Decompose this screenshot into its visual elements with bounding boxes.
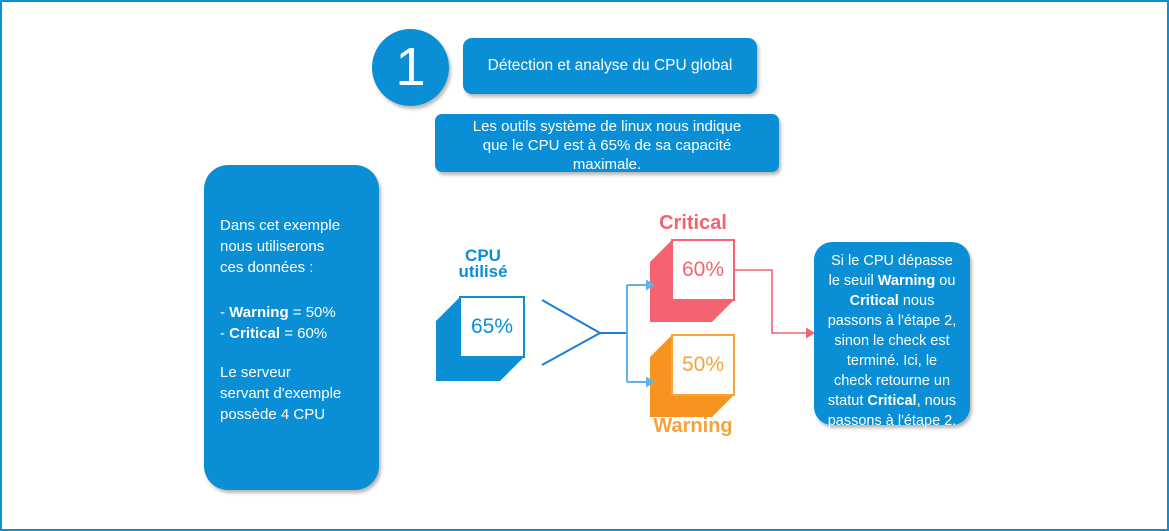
warning-threshold-line: - Warning = 50% <box>220 304 336 321</box>
step-title-box: Détection et analyse du CPU global <box>463 38 757 94</box>
arrow-head-conclusion-icon <box>806 327 815 339</box>
conclusion-box: Si le CPU dépasse le seuil Warning ou Cr… <box>814 242 970 429</box>
info-box: Les outils système de linux nous indique… <box>435 114 779 173</box>
warning-node-label: Warning <box>653 415 733 437</box>
conclusion-line: check retourne un <box>833 373 951 389</box>
conclusion-line: Critical nous <box>849 293 935 309</box>
warning-shape-front <box>671 334 735 396</box>
conclusion-line: Si le CPU dépasse <box>831 253 953 269</box>
conclusion-line: sinon le check est <box>834 333 950 349</box>
info-line: Les outils système de linux nous indique <box>472 118 742 135</box>
cpu-node-label: CPU utilisé <box>458 246 508 281</box>
conclusion-line: terminé. Ici, le <box>846 353 938 369</box>
arrow-head-critical-icon <box>646 279 655 291</box>
example-line: Dans cet exemple <box>220 217 341 234</box>
compare-line-upper <box>541 299 601 334</box>
example-line: servant d'exemple <box>220 385 342 402</box>
conclusion-line: passons à l'étape 2. <box>827 413 957 429</box>
critical-node-label: Critical <box>659 212 727 234</box>
step-title-text: Détection et analyse du CPU global <box>487 57 733 74</box>
example-line: ces données : <box>220 259 314 276</box>
critical-threshold-line: - Critical = 60% <box>220 325 328 342</box>
arrow-head-warning-icon <box>646 376 655 388</box>
conclusion-line: passons à l'étape 2, <box>827 313 957 329</box>
example-line: nous utiliserons <box>220 238 325 255</box>
warning-threshold-value: 50% <box>681 353 725 376</box>
conclusion-line: le seuil Warning ou <box>828 273 956 289</box>
cpu-shape-front <box>459 296 525 358</box>
cpu-usage-value: 65% <box>470 315 514 338</box>
conclusion-line: statut Critical, nous <box>827 393 957 409</box>
example-line: possède 4 CPU <box>220 406 326 423</box>
info-line: que le CPU est à 65% de sa capacité <box>482 137 732 154</box>
example-data-box: Dans cet exemple nous utiliserons ces do… <box>204 165 379 490</box>
info-line: maximale. <box>572 156 642 173</box>
compare-line-lower <box>541 332 601 366</box>
critical-result-connector <box>734 269 806 334</box>
example-thresholds: - Warning = 50% - Critical = 60% <box>220 302 369 344</box>
step-number-badge: 1 <box>372 29 449 106</box>
example-server-note: Le serveur servant d'exemple possède 4 C… <box>220 362 369 425</box>
example-line: Le serveur <box>220 364 291 381</box>
example-intro: Dans cet exemple nous utiliserons ces do… <box>220 215 369 278</box>
critical-threshold-value: 60% <box>681 258 725 281</box>
